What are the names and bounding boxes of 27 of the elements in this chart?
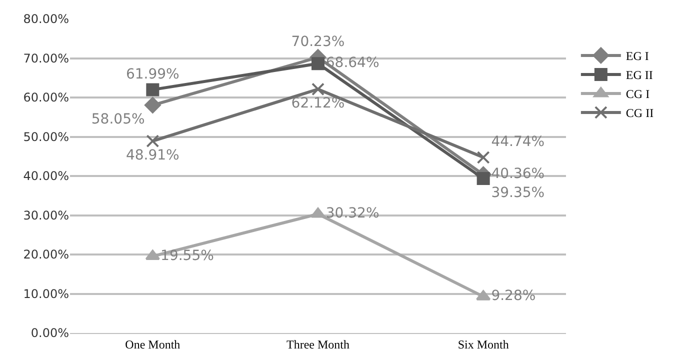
y-tick-label: 20.00% [23,248,69,262]
y-tick-label: 50.00% [23,130,69,144]
x-tick-label: One Month [125,337,180,352]
legend-label: EG II [626,68,653,82]
data-label: 9.28% [491,288,536,304]
data-label: 30.32% [326,205,380,222]
data-label: 44.74% [491,134,545,150]
y-tick-label: 30.00% [23,208,69,222]
y-tick-label: 60.00% [23,90,69,105]
y-tick-label: 10.00% [23,286,69,301]
data-label: 70.23% [291,34,345,50]
legend-label: EG I [626,49,649,64]
x-tick-label: Three Month [286,337,350,352]
data-label: 39.35% [491,184,545,201]
data-label: 62.12% [291,96,345,112]
y-tick-label: 80.00% [23,12,69,26]
data-label: 19.55% [160,248,214,264]
data-label: 40.36% [491,166,545,182]
y-tick-label: 0.00% [30,326,69,340]
x-tick-label: Six Month [458,337,509,352]
legend-label: CG II [626,106,654,120]
y-tick-label: 70.00% [23,51,69,66]
y-tick-label: 40.00% [23,169,69,184]
data-label: 58.05% [91,112,145,128]
legend-label: CG I [626,87,650,102]
data-label: 61.99% [126,66,180,82]
data-label: 48.91% [126,147,180,164]
